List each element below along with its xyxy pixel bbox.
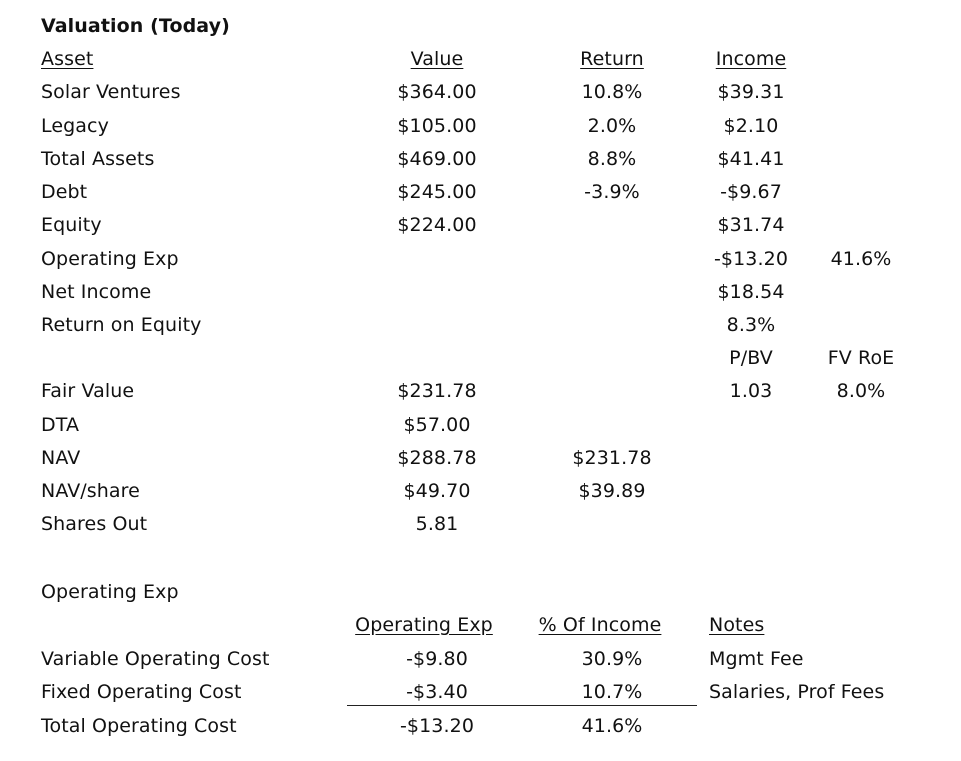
row-income: $2.10 (723, 115, 779, 137)
opex-row-notes: Salaries, Prof Fees (709, 681, 885, 703)
valuation-value: $231.78 (397, 380, 477, 402)
opex-row-label: Total Operating Cost (41, 715, 237, 737)
row-income: $41.41 (717, 148, 785, 170)
valuation-alt-value: $231.78 (572, 447, 652, 469)
row-label: Solar Ventures (41, 81, 181, 103)
opex-section-title: Operating Exp (41, 581, 179, 603)
header-asset: Asset (41, 48, 94, 70)
row-income: 8.3% (726, 314, 776, 336)
valuation-label: NAV/share (41, 480, 140, 502)
opex-row-label: Variable Operating Cost (41, 648, 270, 670)
valuation-value: 5.81 (415, 513, 459, 535)
row-label: Net Income (41, 281, 152, 303)
opex-header-operating-exp: Operating Exp (355, 614, 493, 636)
opex-row-pct: 30.9% (581, 648, 643, 670)
row-return: -3.9% (584, 181, 640, 203)
valuation-label: NAV (41, 447, 81, 469)
opex-header-notes: Notes (709, 614, 765, 636)
row-label: Total Assets (41, 148, 155, 170)
opex-row-notes: Mgmt Fee (709, 648, 804, 670)
row-label: Legacy (41, 115, 109, 137)
row-label: Operating Exp (41, 248, 179, 270)
row-label: Equity (41, 214, 102, 236)
valuation-value: $49.70 (403, 480, 471, 502)
pbv-label: P/BV (729, 347, 773, 369)
opex-row-pct: 10.7% (581, 681, 643, 703)
header-value: Value (410, 48, 464, 70)
header-return: Return (580, 48, 644, 70)
valuation-label: Shares Out (41, 513, 148, 535)
header-income: Income (715, 48, 787, 70)
fvroe-value: 8.0% (836, 380, 886, 402)
valuation-value: $288.78 (397, 447, 477, 469)
row-value: $224.00 (397, 214, 477, 236)
row-value: $364.00 (397, 81, 477, 103)
opex-row-value: -$3.40 (406, 681, 468, 703)
pbv-value: 1.03 (729, 380, 773, 402)
total-divider-line (347, 705, 697, 706)
fvroe-label: FV RoE (827, 347, 895, 369)
row-label: Return on Equity (41, 314, 202, 336)
opex-row-value: -$13.20 (399, 715, 475, 737)
valuation-value: $57.00 (403, 414, 471, 436)
row-value: $105.00 (397, 115, 477, 137)
valuation-label: Fair Value (41, 380, 135, 402)
row-value: $469.00 (397, 148, 477, 170)
opex-row-value: -$9.80 (406, 648, 468, 670)
row-income: -$9.67 (720, 181, 782, 203)
row-return: 8.8% (587, 148, 637, 170)
row-return: 10.8% (581, 81, 643, 103)
opex-header-pct-income: % Of Income (538, 614, 662, 636)
row-income: $18.54 (717, 281, 785, 303)
row-income: $31.74 (717, 214, 785, 236)
row-label: Debt (41, 181, 88, 203)
row-income: $39.31 (717, 81, 785, 103)
row-value: $245.00 (397, 181, 477, 203)
opex-row-pct: 41.6% (581, 715, 643, 737)
opex-row-label: Fixed Operating Cost (41, 681, 242, 703)
sheet-title: Valuation (Today) (41, 15, 230, 37)
row-return: 2.0% (587, 115, 637, 137)
row-extra-pct: 41.6% (830, 248, 892, 270)
valuation-alt-value: $39.89 (578, 480, 646, 502)
row-income: -$13.20 (713, 248, 789, 270)
valuation-label: DTA (41, 414, 80, 436)
